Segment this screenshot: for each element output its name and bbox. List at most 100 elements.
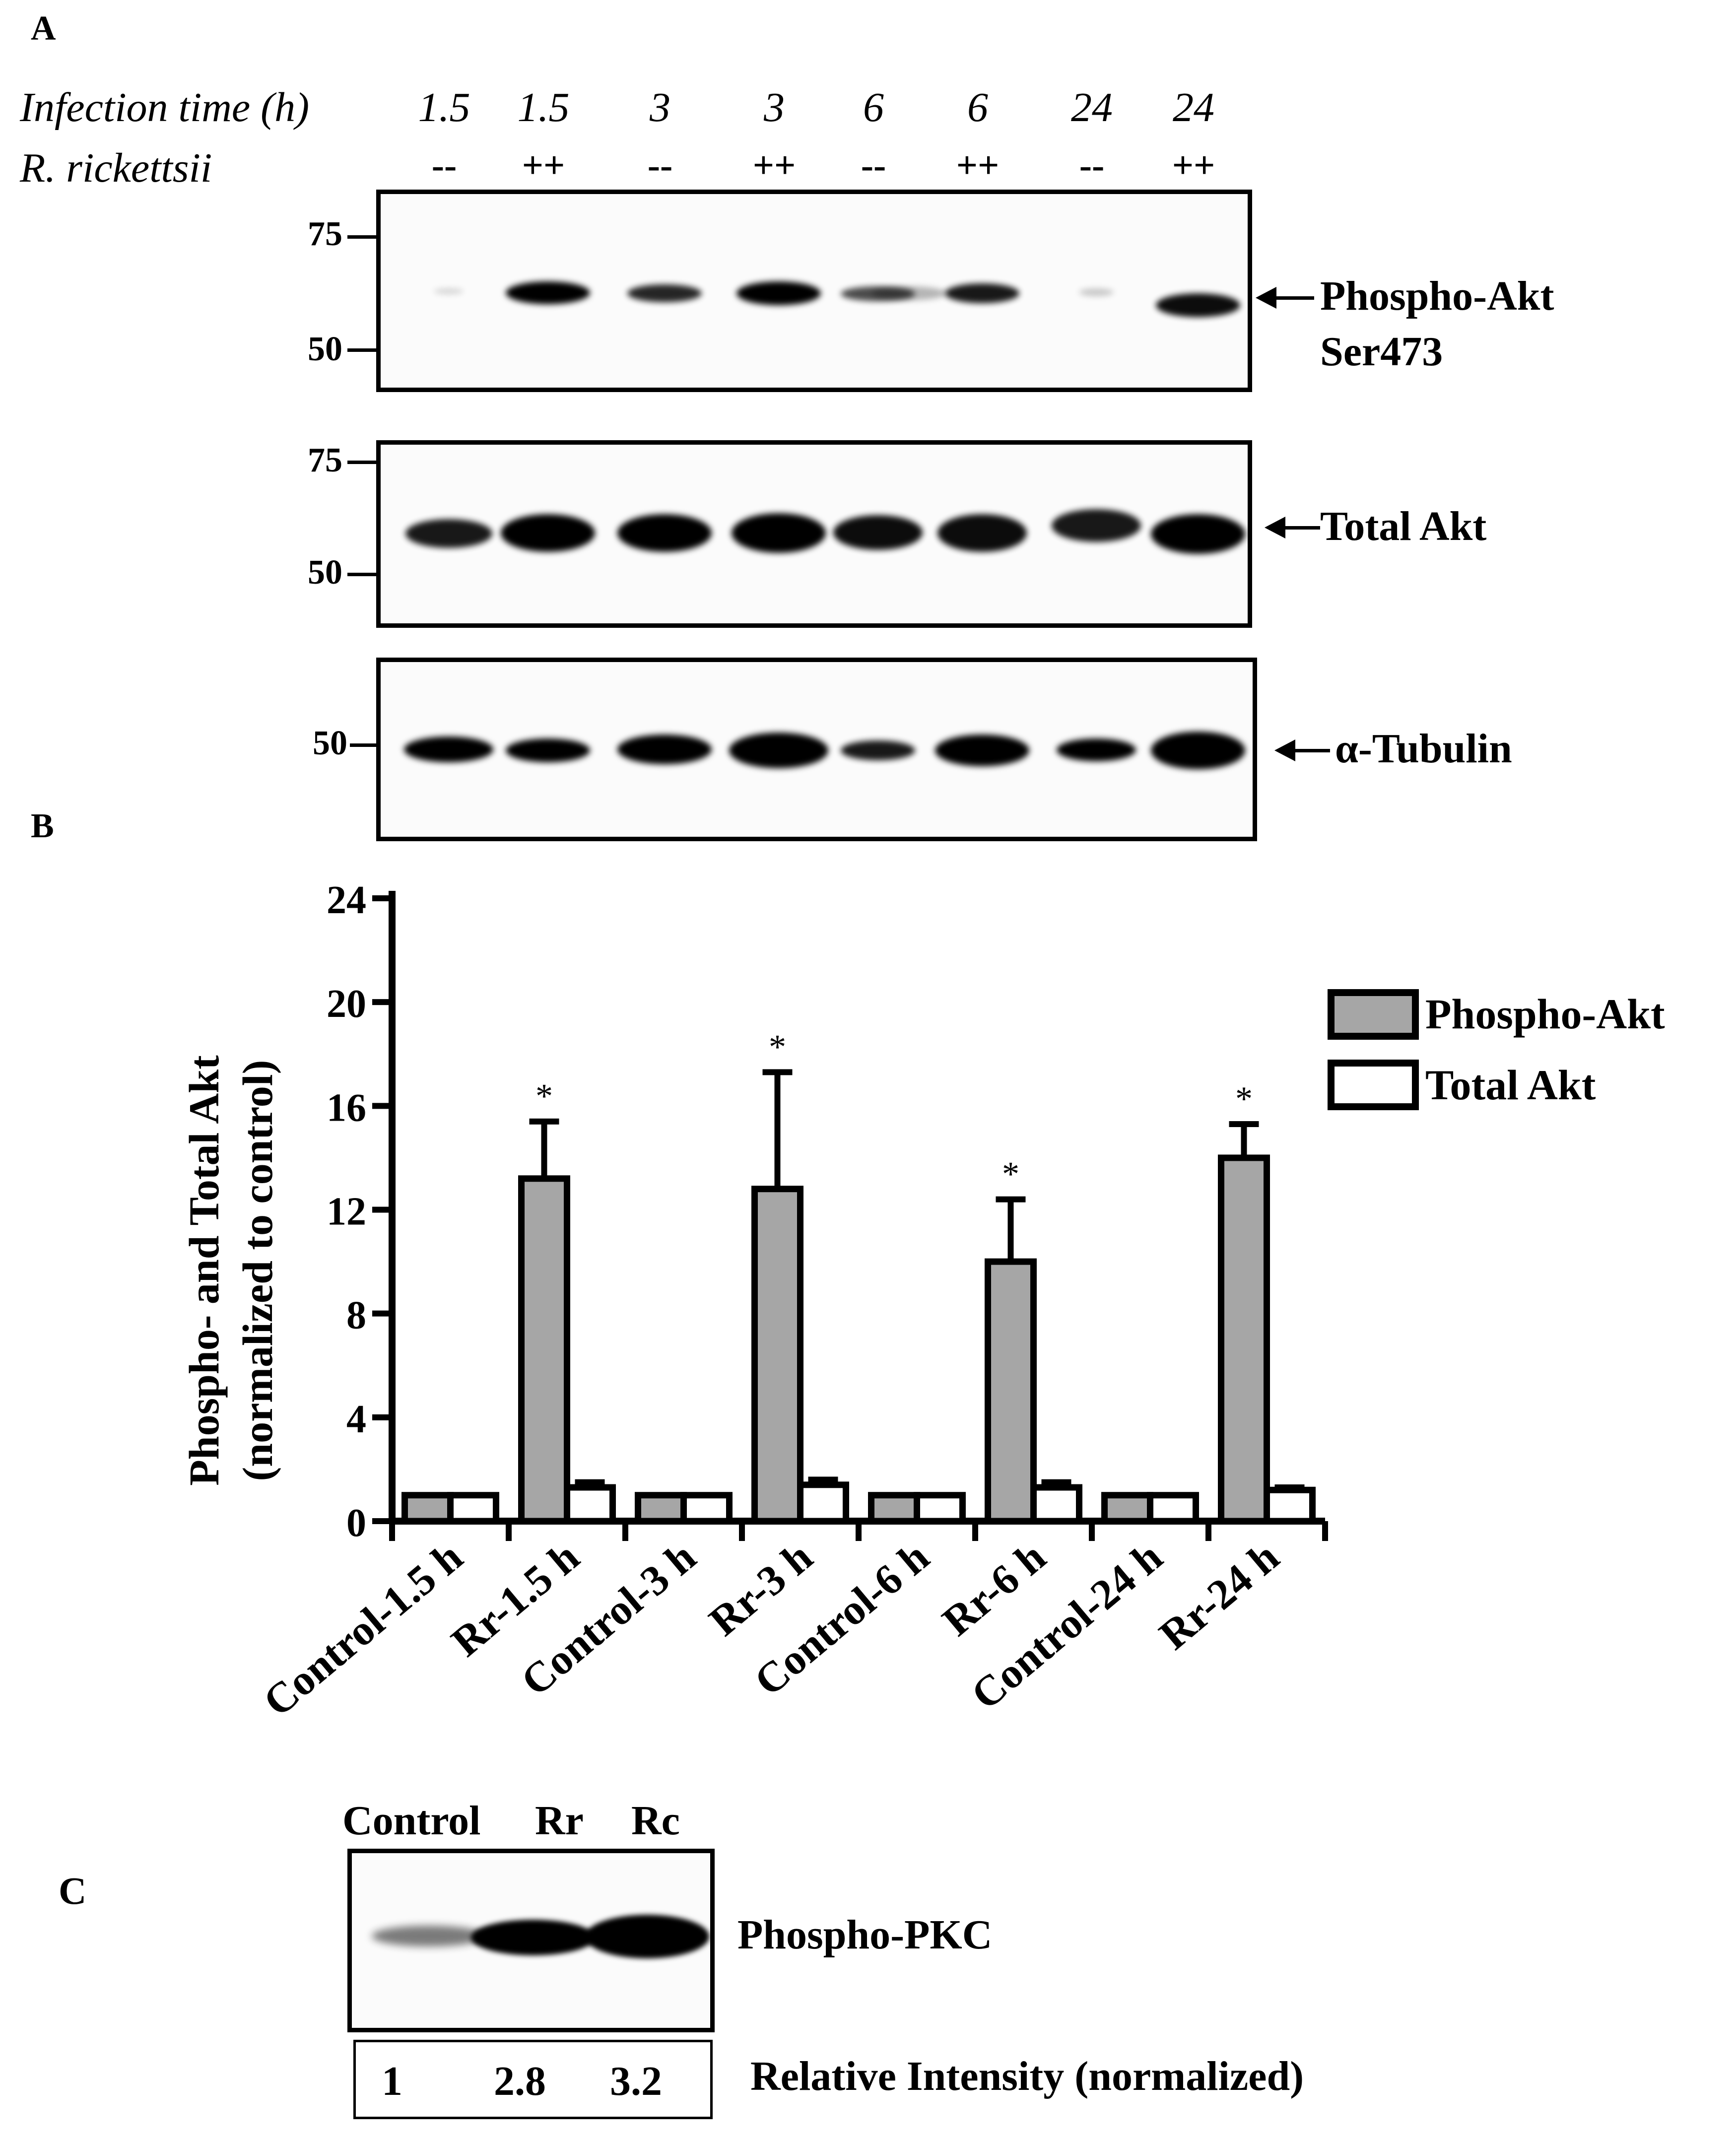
lane-time-label: 6 <box>967 84 988 131</box>
arrow-head <box>1274 739 1295 761</box>
infection-time-label: Infection time (h) <box>20 84 310 131</box>
phospho-akt-blot <box>376 190 1252 392</box>
lane-rr-label: ++ <box>1172 144 1215 186</box>
lane-rr-label: -- <box>647 144 673 186</box>
band <box>501 514 595 552</box>
pkc-blot <box>347 1849 715 2032</box>
phospho-akt-bar <box>518 1175 570 1525</box>
band <box>841 740 915 760</box>
mw-tick <box>347 235 377 239</box>
lane-time-label: 6 <box>863 84 884 131</box>
total-akt-bar <box>914 1492 966 1525</box>
band <box>736 281 821 305</box>
mw-label: 50 <box>308 330 342 368</box>
phospho-pkc-label: Phospho-PKC <box>737 1912 993 1958</box>
mw-label: 75 <box>308 215 342 253</box>
y-tick-label: 16 <box>327 1086 366 1130</box>
band <box>506 738 590 762</box>
band <box>617 735 712 764</box>
total-akt-bar <box>1264 1486 1316 1525</box>
band <box>935 735 1029 766</box>
y-tick-label: 24 <box>327 878 366 922</box>
y-tick-label: 12 <box>327 1190 366 1234</box>
band <box>585 1915 709 1958</box>
band <box>627 284 702 302</box>
significance-marker: * <box>1235 1080 1253 1118</box>
total-akt-label: Total Akt <box>1320 503 1487 549</box>
arrow-head <box>1265 517 1285 538</box>
lane-time-label: 24 <box>1173 84 1214 131</box>
lane-rr-label: ++ <box>522 144 565 186</box>
x-tick-label: Control-1.5 h <box>254 1533 471 1726</box>
band <box>841 286 915 301</box>
phospho-akt-bar <box>868 1492 920 1525</box>
band <box>1057 738 1136 761</box>
phospho-akt-bar <box>1218 1154 1270 1525</box>
band <box>945 283 1019 303</box>
total-akt-bar <box>1030 1484 1082 1525</box>
band <box>1151 732 1245 769</box>
band <box>1156 293 1240 317</box>
total-akt-bar <box>447 1492 499 1525</box>
pkc-lane-label: Rr <box>535 1798 584 1844</box>
band <box>372 1926 486 1946</box>
phospho-akt-label: Phospho-Akt <box>1320 273 1554 319</box>
band <box>506 281 590 304</box>
mw-label: 75 <box>308 441 342 479</box>
total-akt-blot <box>376 440 1252 628</box>
band <box>1052 509 1141 542</box>
lane-time-label: 24 <box>1071 84 1113 131</box>
intensity-caption: Relative Intensity (normalized) <box>750 2053 1304 2099</box>
legend-swatch-total <box>1328 1060 1419 1110</box>
intensity-value: 1 <box>382 2058 402 2104</box>
significance-marker: * <box>1002 1155 1019 1194</box>
tubulin-label: α-Tubulin <box>1335 726 1512 772</box>
y-axis-title-line1: Phospho- and Total Akt <box>180 1055 228 1486</box>
intensity-value: 2.8 <box>494 2058 546 2104</box>
band <box>617 514 712 552</box>
lane-time-label: 3 <box>650 84 670 131</box>
mw-tick <box>347 573 377 576</box>
mw-tick <box>350 743 380 747</box>
band <box>405 519 492 548</box>
band <box>729 733 828 768</box>
lane-rr-label: -- <box>861 144 886 186</box>
y-tick-label: 20 <box>327 982 366 1026</box>
phospho-akt-bar <box>635 1492 687 1525</box>
mw-label: 50 <box>308 553 342 592</box>
phospho-akt-bar <box>751 1186 803 1525</box>
legend-label-total: Total Akt <box>1425 1061 1596 1109</box>
panel-c-letter: C <box>59 1869 87 1912</box>
lane-rr-label: ++ <box>752 144 796 186</box>
intensity-box: 1 2.8 3.2 <box>353 2040 713 2119</box>
y-axis-title-line2: (normalized to control) <box>234 1060 281 1481</box>
lane-time-label: 3 <box>764 84 785 131</box>
pkc-lane-label: Rc <box>631 1798 680 1844</box>
band <box>833 515 923 550</box>
significance-marker: * <box>535 1077 553 1116</box>
pkc-lane-label: Control <box>342 1798 481 1844</box>
band <box>937 514 1027 552</box>
total-akt-bar <box>564 1484 616 1525</box>
band <box>471 1920 595 1955</box>
ser473-label: Ser473 <box>1320 329 1443 375</box>
band <box>1151 514 1245 554</box>
mw-tick <box>347 461 377 464</box>
lane-time-label: 1.5 <box>517 84 570 131</box>
arrow-head <box>1256 287 1276 309</box>
legend-swatch-phospho <box>1328 989 1419 1040</box>
y-tick-label: 4 <box>346 1398 366 1441</box>
tubulin-blot <box>376 658 1257 841</box>
phospho-akt-bar <box>401 1492 454 1525</box>
rickettsii-label: R. rickettsii <box>20 145 212 191</box>
arrow <box>1280 526 1320 530</box>
lane-rr-label: -- <box>431 144 457 186</box>
band <box>434 288 464 294</box>
lane-rr-label: -- <box>1079 144 1105 186</box>
lane-rr-label: ++ <box>956 144 1000 186</box>
band <box>404 736 493 762</box>
total-akt-bar <box>680 1492 733 1525</box>
band <box>1079 288 1114 296</box>
y-tick-label: 0 <box>346 1501 366 1545</box>
